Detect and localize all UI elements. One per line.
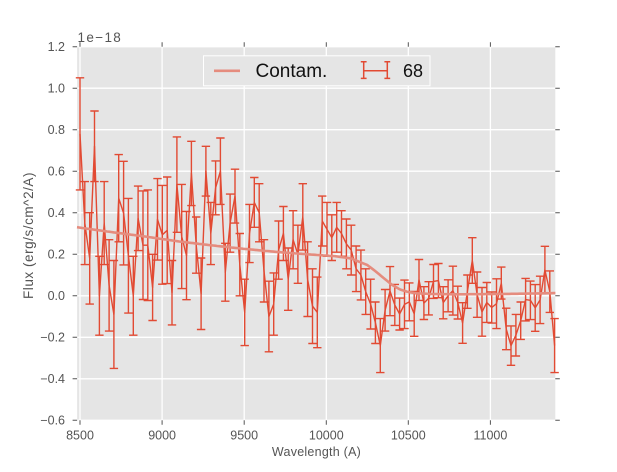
svg-text:0.0: 0.0: [48, 289, 65, 303]
svg-text:0.2: 0.2: [48, 248, 65, 262]
svg-text:9000: 9000: [148, 429, 176, 443]
svg-text:1e−18: 1e−18: [78, 30, 123, 45]
svg-text:0.6: 0.6: [48, 164, 65, 178]
svg-text:1.2: 1.2: [48, 40, 65, 54]
svg-text:11000: 11000: [473, 429, 507, 443]
svg-text:0.4: 0.4: [48, 206, 65, 220]
svg-text:10000: 10000: [309, 429, 344, 443]
svg-text:−0.4: −0.4: [40, 372, 65, 386]
svg-text:Wavelength (A): Wavelength (A): [272, 445, 361, 459]
svg-text:Contam.: Contam.: [256, 61, 328, 82]
svg-text:68: 68: [403, 61, 423, 81]
svg-text:Flux (erg/s/cm^2/A): Flux (erg/s/cm^2/A): [21, 172, 36, 299]
svg-text:9500: 9500: [230, 429, 258, 443]
svg-text:8500: 8500: [66, 429, 94, 443]
svg-text:1.0: 1.0: [48, 81, 65, 95]
svg-text:−0.6: −0.6: [40, 414, 65, 428]
svg-text:10500: 10500: [391, 429, 426, 443]
svg-text:0.8: 0.8: [48, 123, 65, 137]
svg-text:−0.2: −0.2: [40, 331, 65, 345]
